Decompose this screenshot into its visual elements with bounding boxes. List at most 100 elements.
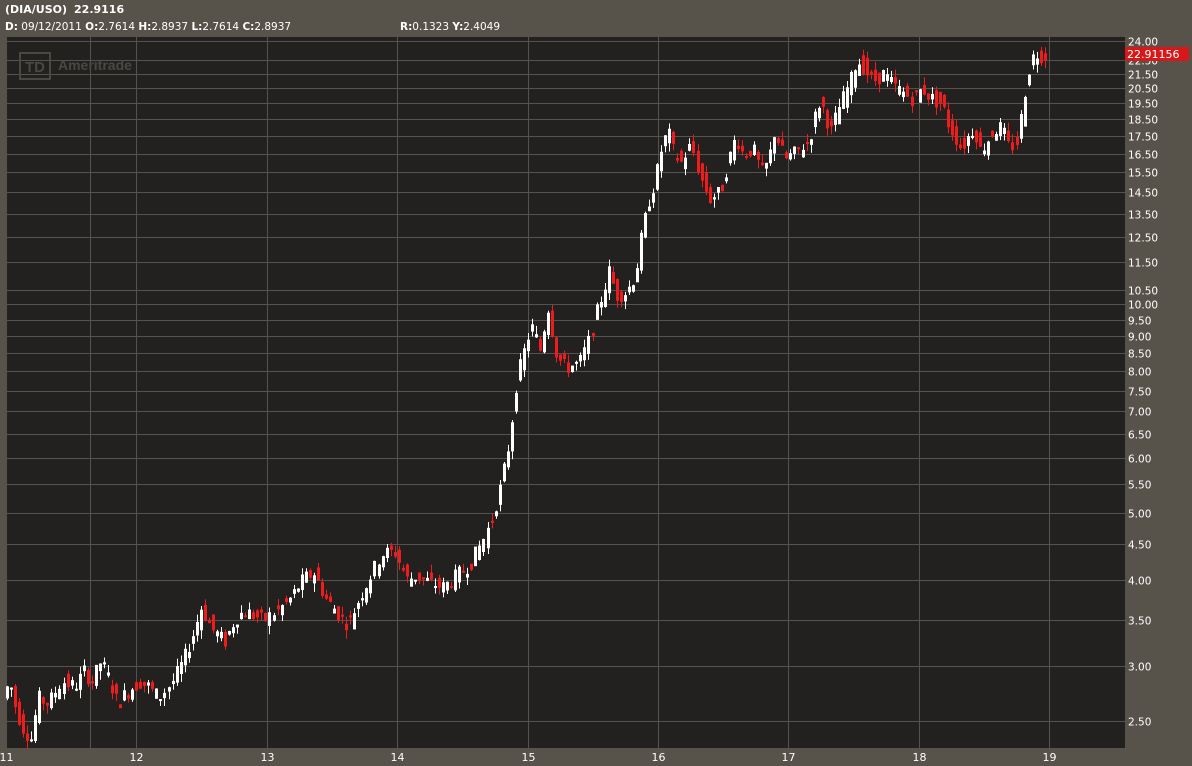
candle-body bbox=[737, 145, 740, 149]
y-tick-label: 18.50 bbox=[1128, 115, 1158, 127]
candle-body bbox=[95, 664, 98, 686]
candle-body bbox=[151, 682, 154, 689]
candle-body bbox=[600, 301, 603, 308]
candle-body bbox=[442, 582, 445, 593]
candle-body bbox=[180, 662, 183, 675]
candle-body bbox=[906, 85, 909, 97]
candle-body bbox=[361, 598, 364, 601]
candle-body bbox=[624, 295, 627, 302]
candle-body bbox=[935, 90, 938, 108]
candle-body bbox=[131, 689, 134, 700]
candle-body bbox=[713, 197, 716, 200]
candle-body bbox=[1028, 74, 1031, 86]
symbol-line: (DIA/USO) 22.9116 bbox=[5, 3, 124, 16]
candle-body bbox=[761, 162, 764, 166]
candle-body bbox=[648, 206, 651, 212]
candle-body bbox=[604, 289, 607, 308]
candle-body bbox=[196, 621, 199, 636]
candle-body bbox=[894, 77, 897, 84]
last-price: 22.9116 bbox=[74, 3, 125, 16]
candle-body bbox=[454, 569, 457, 591]
candle-body bbox=[212, 614, 215, 631]
candle-body bbox=[99, 663, 102, 672]
candle-body bbox=[378, 564, 381, 577]
candle-body bbox=[10, 687, 13, 690]
candle-body bbox=[717, 186, 720, 193]
candle-body bbox=[620, 291, 623, 302]
candle-body bbox=[155, 688, 158, 699]
candle-body bbox=[58, 688, 61, 700]
candle-body bbox=[592, 332, 595, 336]
candle-body bbox=[103, 662, 106, 665]
candle-body bbox=[321, 582, 324, 596]
candle-body bbox=[22, 714, 25, 734]
candle-body bbox=[866, 57, 869, 76]
candle-body bbox=[664, 135, 667, 147]
y-tick-label: 19.50 bbox=[1128, 99, 1158, 111]
y-tick-label: 14.50 bbox=[1128, 188, 1158, 200]
candle-body bbox=[672, 131, 675, 144]
candle-body bbox=[107, 672, 110, 676]
candle-body bbox=[523, 348, 526, 371]
candle-body bbox=[806, 142, 809, 145]
candle-body bbox=[83, 665, 86, 672]
candle-body bbox=[785, 152, 788, 159]
candle-body bbox=[482, 539, 485, 553]
candle-body bbox=[248, 609, 251, 620]
candle-body bbox=[656, 164, 659, 190]
y-tick-label: 4.50 bbox=[1128, 540, 1151, 552]
candle-body bbox=[846, 87, 849, 108]
candle-body bbox=[143, 681, 146, 686]
candle-body bbox=[684, 157, 687, 170]
candle-body bbox=[773, 137, 776, 154]
y-tick-label: 9.50 bbox=[1128, 316, 1151, 328]
candle-body bbox=[753, 144, 756, 155]
candle-body bbox=[184, 648, 187, 666]
candle-body bbox=[418, 572, 421, 580]
candle-body bbox=[394, 552, 397, 557]
candle-body bbox=[337, 606, 340, 621]
candle-body bbox=[830, 120, 833, 127]
candle-body bbox=[632, 285, 635, 292]
candle-body bbox=[79, 673, 82, 690]
y-tick-label: 6.50 bbox=[1128, 430, 1151, 442]
candle-body bbox=[793, 146, 796, 154]
y-tick-label: 13.50 bbox=[1128, 210, 1158, 222]
candle-body bbox=[224, 631, 227, 647]
candle-body bbox=[567, 362, 570, 373]
candle-body bbox=[511, 422, 514, 452]
candle-body bbox=[1003, 127, 1006, 134]
candle-body bbox=[345, 623, 348, 631]
candle-body bbox=[18, 701, 21, 725]
candle-body bbox=[882, 70, 885, 82]
candle-body bbox=[450, 585, 453, 588]
y-tick-label: 10.50 bbox=[1128, 286, 1158, 298]
candle-body bbox=[983, 150, 986, 155]
candle-body bbox=[878, 72, 881, 85]
candle-body bbox=[208, 619, 211, 624]
candle-body bbox=[971, 135, 974, 138]
candle-body bbox=[30, 739, 33, 742]
candle-body bbox=[67, 673, 70, 688]
candle-body bbox=[26, 733, 29, 741]
candle-body bbox=[176, 666, 179, 683]
candle-body bbox=[402, 567, 405, 571]
candle-body bbox=[301, 574, 304, 590]
r-value: 0.1323 bbox=[412, 21, 450, 33]
candle-body bbox=[232, 627, 235, 634]
y-tick-label: 3.50 bbox=[1128, 616, 1151, 628]
y-tick-label: 9.00 bbox=[1128, 332, 1151, 344]
candle-body bbox=[826, 110, 829, 129]
candle-body bbox=[939, 91, 942, 104]
candle-body bbox=[854, 70, 857, 88]
candle-body bbox=[947, 109, 950, 128]
x-axis: 11 12 13 14 15 16 17 18 19 bbox=[0, 751, 1057, 764]
td-ameritrade-logo: TD Ameritrade bbox=[19, 52, 132, 80]
y-tick-label: 8.00 bbox=[1128, 367, 1151, 379]
candle-body bbox=[1044, 53, 1047, 61]
candle-body bbox=[273, 615, 276, 621]
candle-body bbox=[676, 157, 679, 161]
candle-body bbox=[959, 144, 962, 149]
candle-body bbox=[357, 603, 360, 609]
